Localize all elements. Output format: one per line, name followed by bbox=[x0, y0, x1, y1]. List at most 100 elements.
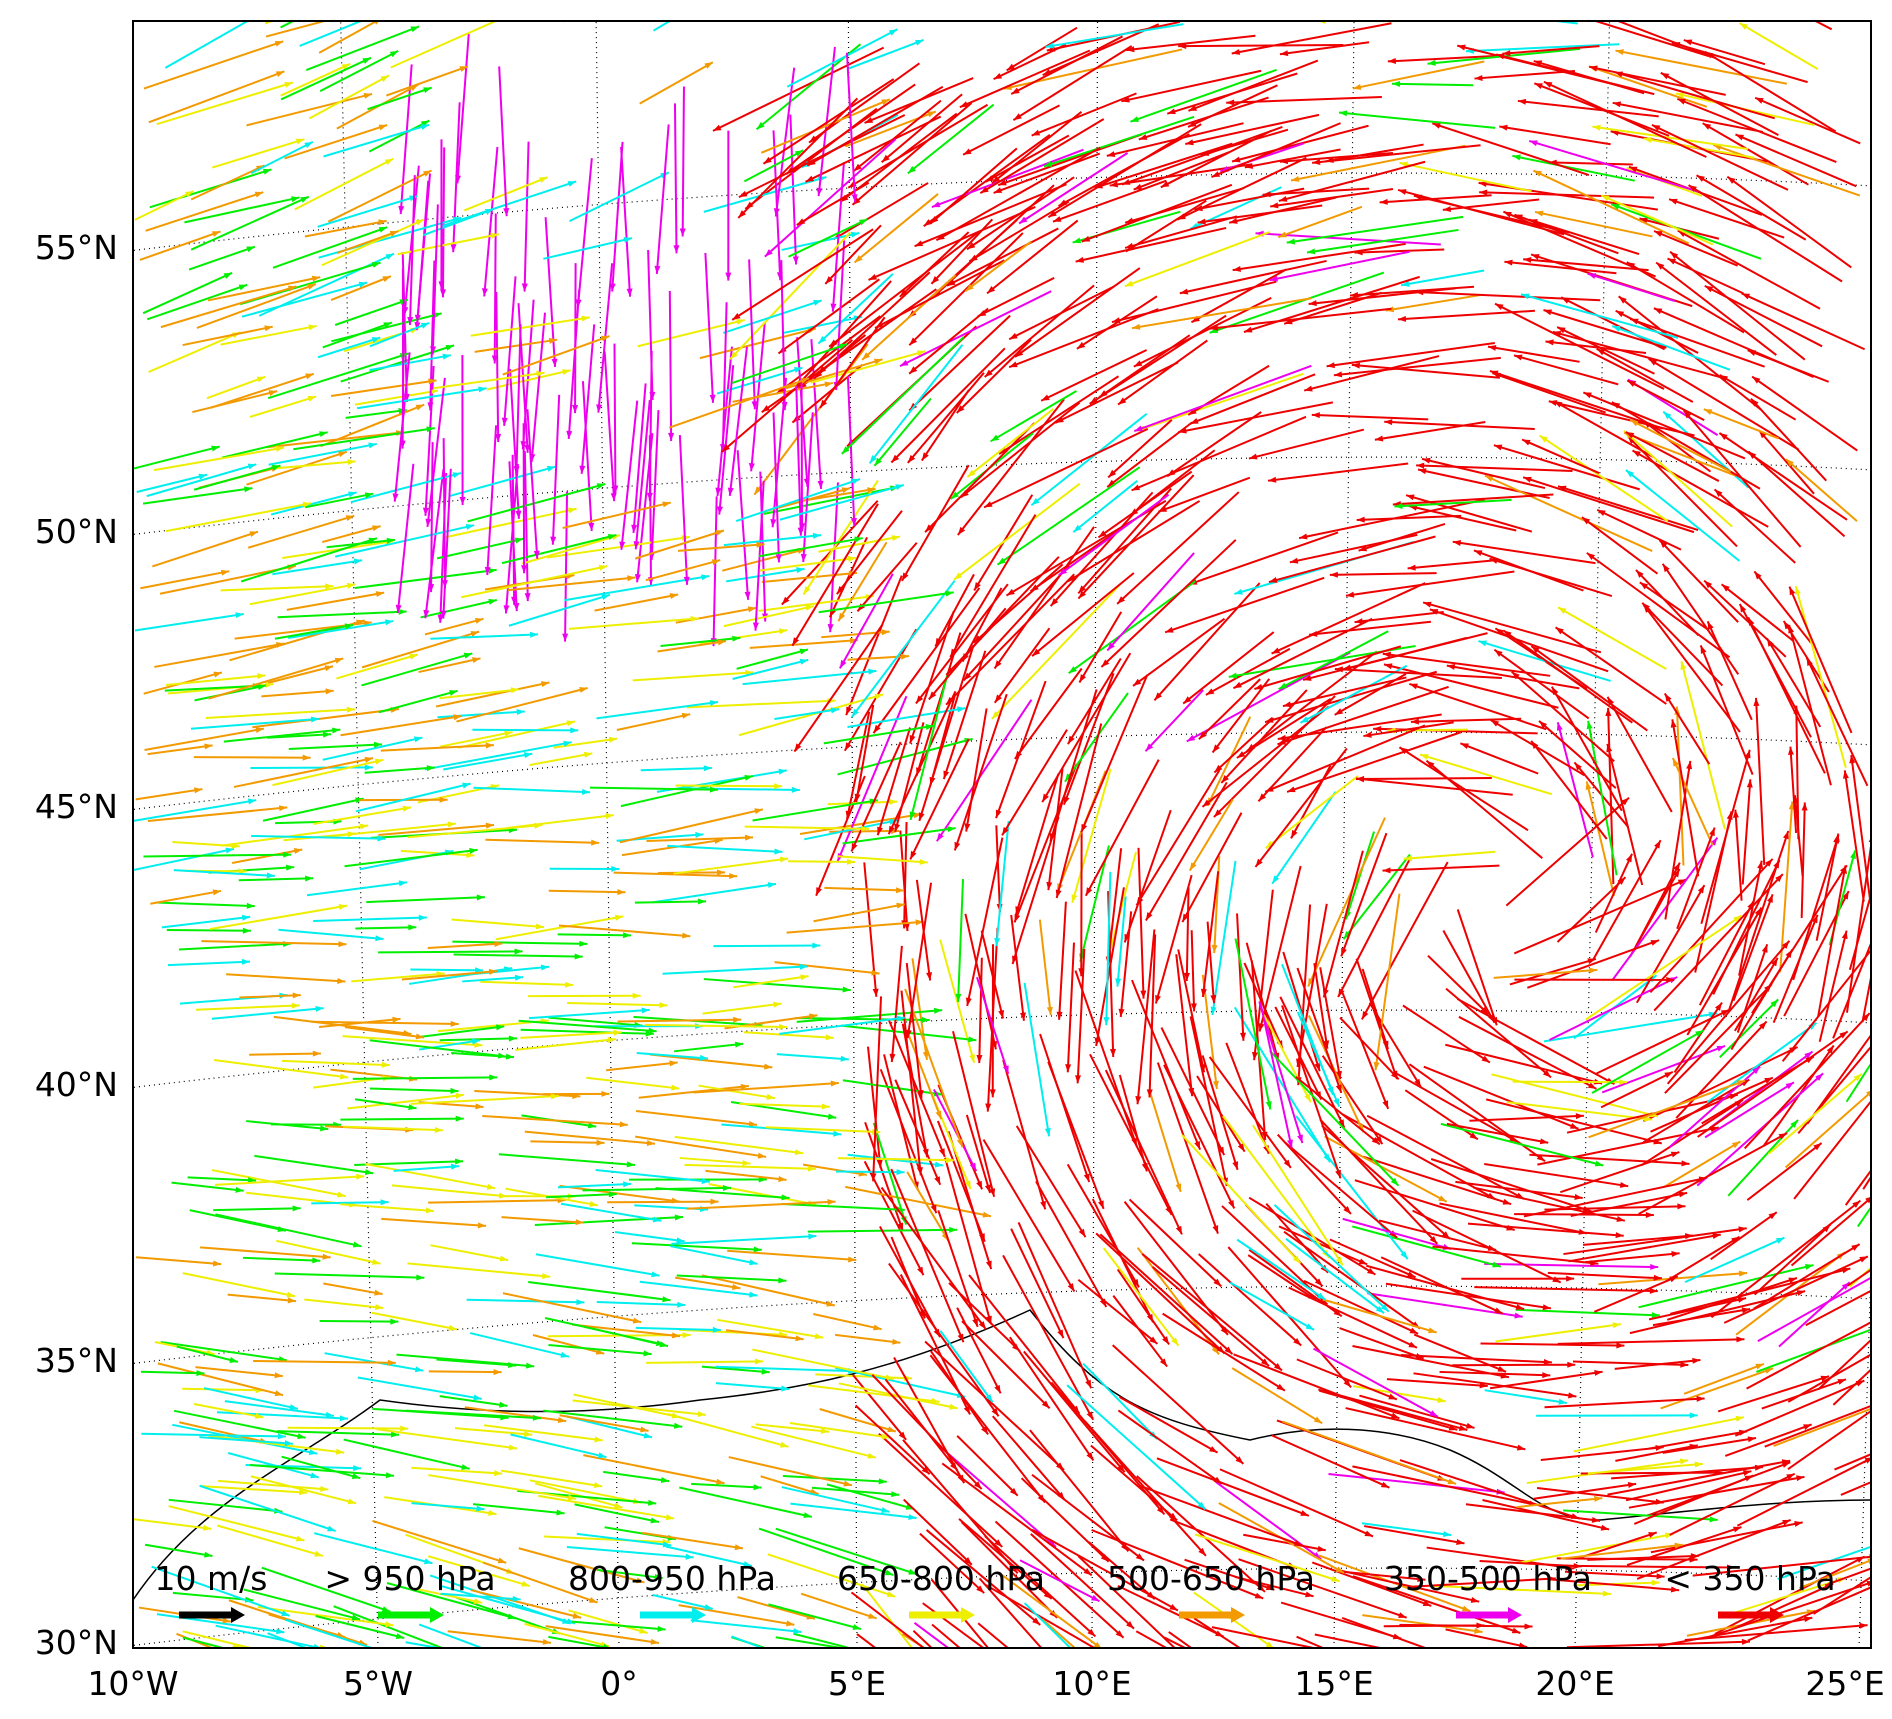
wind-vector-head bbox=[307, 284, 316, 290]
wind-vector bbox=[1362, 862, 1448, 1019]
wind-vector-head bbox=[1279, 196, 1288, 202]
wind-vector-head bbox=[680, 228, 686, 236]
wind-vector-head bbox=[400, 2, 409, 8]
wind-vector-head bbox=[1842, 1268, 1850, 1274]
wind-vector-head bbox=[1068, 1283, 1075, 1291]
wind-vector bbox=[268, 1633, 337, 1660]
wind-vector-head bbox=[801, 554, 807, 562]
wind-vector bbox=[853, 1375, 906, 1440]
wind-vector bbox=[1013, 817, 1059, 964]
wind-vector-head bbox=[1013, 113, 1021, 120]
wind-vector-head bbox=[243, 928, 251, 934]
wind-vector bbox=[788, 861, 855, 862]
wind-vector bbox=[1356, 778, 1492, 779]
wind-vector bbox=[1338, 858, 1410, 997]
wind-vector bbox=[1137, 770, 1220, 905]
wind-vector-head bbox=[1380, 199, 1388, 205]
wind-vector-head bbox=[382, 276, 391, 282]
wind-vector-head bbox=[1873, 1583, 1882, 1589]
wind-vector bbox=[473, 788, 590, 793]
wind-vector bbox=[1206, 649, 1290, 695]
wind-vector-head bbox=[249, 531, 258, 537]
wind-vector bbox=[1650, 859, 1772, 992]
wind-vector bbox=[136, 1257, 221, 1264]
legend-label: 650-800 hPa bbox=[837, 1559, 1045, 1598]
wind-vector bbox=[331, 276, 391, 300]
wind-vector bbox=[428, 943, 503, 947]
wind-vector bbox=[909, 233, 1023, 345]
wind-vector-head bbox=[338, 451, 347, 457]
wind-vector-head bbox=[460, 497, 466, 505]
wind-vector-head bbox=[774, 849, 782, 855]
wind-vector bbox=[341, 716, 462, 735]
wind-vector bbox=[1541, 1447, 1664, 1460]
wind-vector bbox=[136, 789, 203, 799]
wind-vector bbox=[759, 596, 874, 611]
wind-vector bbox=[213, 1208, 300, 1210]
wind-vector-head bbox=[1165, 627, 1174, 633]
wind-vector-head bbox=[745, 592, 751, 600]
wind-vector-head bbox=[1789, 587, 1795, 596]
latitude-label: 30°N bbox=[35, 1623, 118, 1662]
wind-vector bbox=[285, 1620, 396, 1656]
wind-vector bbox=[641, 768, 712, 770]
wind-vector bbox=[733, 660, 809, 679]
wind-vector-head bbox=[1134, 425, 1143, 431]
wind-vector-head bbox=[597, 483, 606, 489]
wind-vector-head bbox=[1588, 273, 1597, 279]
wind-vector-head bbox=[900, 360, 909, 366]
wind-vector bbox=[1611, 204, 1761, 259]
wind-vector bbox=[150, 891, 221, 904]
wind-vector bbox=[558, 1184, 631, 1187]
wind-vector-head bbox=[826, 1034, 834, 1040]
wind-vector-head bbox=[517, 1659, 526, 1665]
wind-vector-head bbox=[1058, 199, 1066, 205]
wind-vector bbox=[345, 1027, 424, 1037]
wind-vector-head bbox=[601, 594, 610, 600]
wind-vector-head bbox=[303, 755, 311, 761]
wind-vector bbox=[1051, 1382, 1164, 1514]
wind-vector bbox=[1199, 1254, 1301, 1346]
wind-vector-head bbox=[797, 218, 805, 225]
wind-vector-head bbox=[1259, 1698, 1267, 1705]
longitude-label: 5°E bbox=[828, 1664, 886, 1703]
wind-vector bbox=[1237, 1240, 1325, 1300]
wind-vector bbox=[1189, 532, 1338, 584]
wind-vector bbox=[462, 977, 523, 981]
wind-vector-head bbox=[453, 472, 462, 478]
wind-vector bbox=[378, 951, 522, 952]
wind-vector bbox=[1557, 327, 1654, 374]
legend-label: 800-950 hPa bbox=[568, 1559, 776, 1598]
wind-vector bbox=[738, 450, 748, 600]
wind-vector-head bbox=[1384, 663, 1392, 669]
wind-vector-head bbox=[1382, 867, 1390, 873]
wind-vector bbox=[215, 1214, 361, 1246]
wind-vector-head bbox=[1608, 697, 1615, 705]
wind-vector bbox=[1705, 52, 1836, 132]
wind-vector bbox=[341, 1204, 434, 1211]
wind-vector-head bbox=[910, 851, 916, 860]
wind-vector bbox=[1136, 1631, 1267, 1704]
wind-vector bbox=[243, 1258, 320, 1261]
wind-vector bbox=[1341, 990, 1388, 1109]
wind-vector-head bbox=[449, 690, 458, 696]
wind-vector bbox=[1661, 73, 1779, 135]
wind-vector-head bbox=[522, 284, 528, 292]
wind-vector bbox=[269, 444, 377, 465]
wind-vector-head bbox=[1630, 319, 1639, 325]
wind-vector bbox=[1011, 36, 1122, 94]
wind-vector-head bbox=[1081, 824, 1087, 833]
wind-vector-head bbox=[1558, 1399, 1566, 1405]
wind-vector bbox=[745, 827, 869, 829]
wind-vector-head bbox=[932, 201, 941, 207]
legend-label: 500-650 hPa bbox=[1107, 1559, 1315, 1598]
wind-vector-head bbox=[1128, 1704, 1136, 1712]
wind-vector bbox=[1514, 1214, 1654, 1215]
wind-vector bbox=[1413, 1373, 1576, 1396]
wind-vector-head bbox=[901, 654, 909, 660]
wind-vector-head bbox=[1878, 851, 1884, 860]
wind-vector-head bbox=[994, 73, 1003, 79]
wind-vector-head bbox=[1524, 1623, 1532, 1629]
wind-vector-head bbox=[390, 51, 398, 57]
wind-vector bbox=[194, 757, 311, 758]
